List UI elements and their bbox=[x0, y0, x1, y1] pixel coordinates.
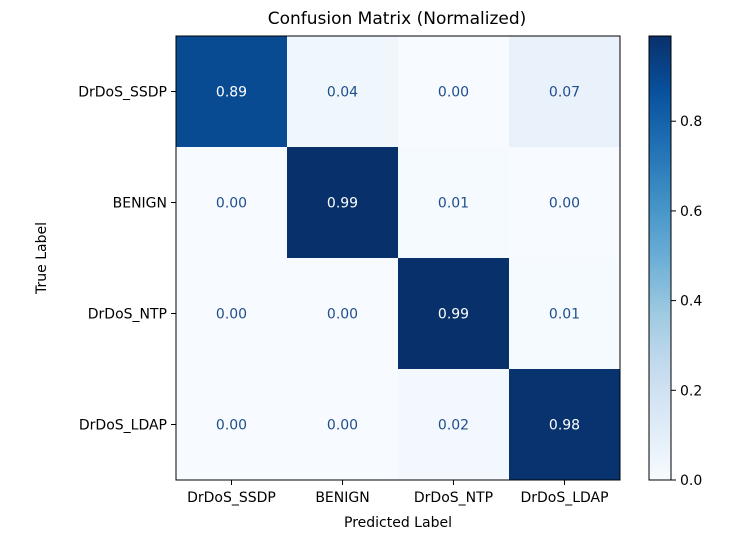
y-tick-label: BENIGN bbox=[113, 196, 167, 212]
cell-value-label: 0.98 bbox=[549, 418, 580, 434]
cell-value-label: 0.00 bbox=[216, 307, 247, 323]
heatmap-cell bbox=[176, 369, 288, 481]
cell-value-label: 0.02 bbox=[438, 418, 469, 434]
heatmap-cell bbox=[398, 258, 510, 370]
heatmap-cell bbox=[176, 258, 288, 370]
colorbar-tick-label: 0.6 bbox=[680, 204, 702, 220]
cell-value-labels: 0.89 0.04 0.00 0.07 0.00 0.99 0.01 0.00 0.00 0.00… bbox=[216, 85, 580, 434]
plot-frame bbox=[175, 35, 621, 481]
cell-value-label: 0.00 bbox=[216, 418, 247, 434]
cell-value-label: 0.00 bbox=[549, 196, 580, 212]
heatmap-cell bbox=[509, 369, 621, 481]
heatmap-cell bbox=[509, 147, 621, 259]
x-axis-ticks: DrDoS_SSDP BENIGN DrDoS_NTP DrDoS_LDAP bbox=[187, 480, 609, 506]
x-tick-label: DrDoS_SSDP bbox=[187, 490, 276, 506]
cell-value-label: 0.00 bbox=[327, 307, 358, 323]
heatmap-cell bbox=[176, 36, 288, 148]
heatmap-cell bbox=[287, 36, 399, 148]
heatmap-cells bbox=[176, 36, 621, 481]
cell-value-label: 0.00 bbox=[327, 418, 358, 434]
heatmap-cell bbox=[287, 369, 399, 481]
x-tick-label: DrDoS_NTP bbox=[414, 490, 493, 506]
cell-value-label: 0.89 bbox=[216, 85, 247, 101]
x-tick-label: DrDoS_LDAP bbox=[520, 490, 608, 506]
heatmap-cell bbox=[509, 258, 621, 370]
cell-value-label: 0.99 bbox=[327, 196, 358, 212]
cell-value-label: 0.00 bbox=[438, 85, 469, 101]
colorbar-tick-label: 0.0 bbox=[680, 473, 702, 489]
heatmap-cell bbox=[398, 369, 510, 481]
heatmap-cell bbox=[398, 147, 510, 259]
chart-title: Confusion Matrix (Normalized) bbox=[268, 9, 527, 29]
colorbar-tick-label: 0.4 bbox=[680, 294, 702, 310]
cell-value-label: 0.00 bbox=[216, 196, 247, 212]
y-axis-ticks: DrDoS_SSDP BENIGN DrDoS_NTP DrDoS_LDAP bbox=[78, 85, 176, 434]
cell-value-label: 0.01 bbox=[438, 196, 469, 212]
heatmap-cell bbox=[176, 147, 288, 259]
y-tick-label: DrDoS_NTP bbox=[88, 307, 167, 323]
colorbar-ticks: 0.0 0.2 0.4 0.6 0.8 bbox=[671, 114, 702, 489]
cell-value-label: 0.04 bbox=[327, 85, 358, 101]
x-tick-label: BENIGN bbox=[315, 490, 369, 506]
y-tick-label: DrDoS_LDAP bbox=[79, 418, 167, 434]
y-axis-label: True Label bbox=[34, 222, 50, 295]
heatmap-cell bbox=[287, 147, 399, 259]
cell-value-label: 0.07 bbox=[549, 85, 580, 101]
heatmap-cell bbox=[509, 36, 621, 148]
heatmap-cell bbox=[287, 258, 399, 370]
colorbar-tick-label: 0.8 bbox=[680, 114, 702, 130]
cell-value-label: 0.99 bbox=[438, 307, 469, 323]
colorbar-tick-label: 0.2 bbox=[680, 383, 702, 399]
colorbar bbox=[648, 35, 672, 481]
heatmap-cell bbox=[398, 36, 510, 148]
x-axis-label: Predicted Label bbox=[344, 515, 452, 531]
cell-value-label: 0.01 bbox=[549, 307, 580, 323]
y-tick-label: DrDoS_SSDP bbox=[78, 85, 167, 101]
